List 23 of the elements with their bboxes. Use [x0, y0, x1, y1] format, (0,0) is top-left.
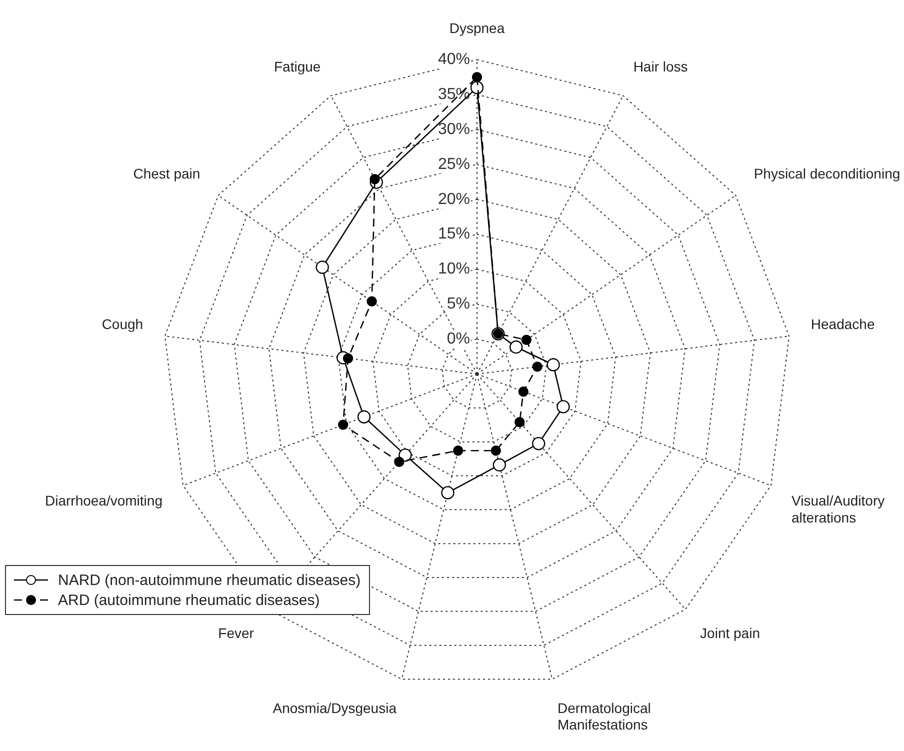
- y-tick-label: 25%: [438, 156, 470, 173]
- legend-label: ARD (autoimmune rheumatic diseases): [58, 592, 320, 608]
- y-tick-label: 10%: [438, 260, 470, 278]
- spoke-label: Hair loss: [633, 58, 688, 75]
- spoke-label: Joint pain: [700, 625, 760, 642]
- spoke-label: Diarrhoea/vomiting: [44, 492, 162, 509]
- y-tick-label: 30%: [438, 120, 470, 138]
- spoke-label: Dyspnea: [449, 20, 505, 36]
- legend-label: NARD (non-autoimmune rheumatic diseases): [58, 572, 361, 588]
- y-tick-label: 15%: [438, 226, 470, 243]
- y-tick-label: 0%: [446, 330, 470, 348]
- spoke-label: Chest pain: [133, 165, 200, 182]
- spoke-label: Fatigue: [274, 58, 321, 75]
- y-tick-label: 20%: [438, 190, 470, 208]
- y-tick-label: 40%: [438, 51, 470, 68]
- spoke-label: Physical deconditioning: [754, 165, 900, 182]
- spoke-label: Fever: [218, 625, 254, 642]
- spoke-label: Dermatological Manifestations: [557, 700, 651, 733]
- spoke-label: Anosmia/Dysgeusia: [272, 700, 397, 716]
- y-tick-label: 5%: [446, 296, 470, 313]
- spoke-label: Visual/Auditory alterations: [792, 492, 885, 526]
- spoke-label: Headache: [810, 316, 875, 332]
- spoke-label: Cough: [102, 316, 144, 332]
